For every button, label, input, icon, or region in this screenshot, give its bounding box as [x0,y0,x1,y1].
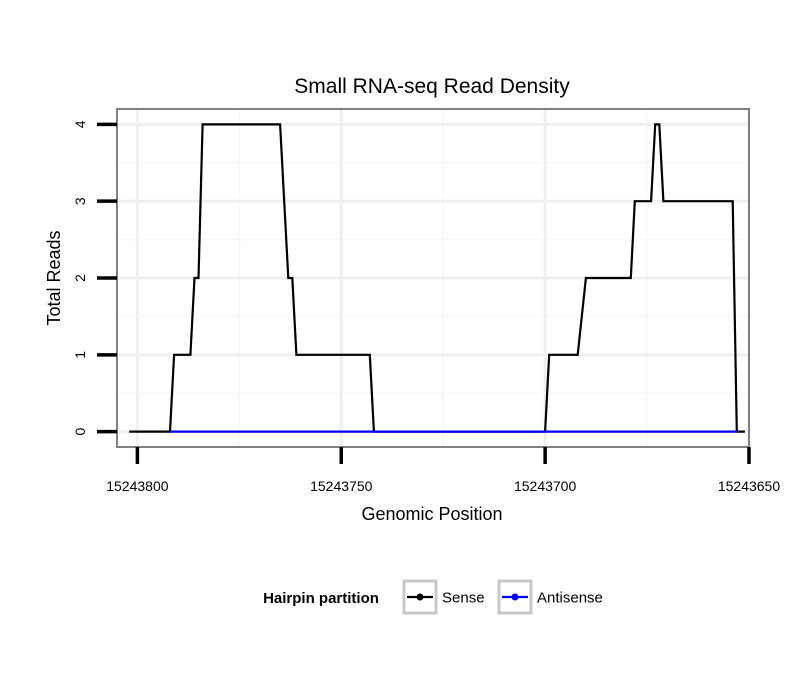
legend-label-sense: Sense [442,590,485,607]
legend-key-marker-antisense [511,593,519,601]
y-tick-label: 0 [72,428,88,436]
x-tick-label: 15243800 [106,478,169,494]
y-tick-label: 1 [72,351,88,359]
x-axis-label: Genomic Position [361,504,502,524]
x-tick-label: 15243650 [718,478,781,494]
chart-title: Small RNA-seq Read Density [294,75,570,98]
legend-key-marker-sense [416,593,424,601]
series-layer [129,123,745,433]
y-tick-label: 2 [72,274,88,282]
axes: 15243800 15243750 15243700 15243650 0 1 2 3 4 [72,120,780,494]
y-axis-label: Total Reads [44,230,64,325]
y-tick-label: 4 [72,120,88,128]
legend-title: Hairpin partition [263,590,379,607]
x-tick-label: 15243750 [310,478,373,494]
legend: Hairpin partition Sense Antisense [263,579,603,615]
legend-label-antisense: Antisense [537,590,603,607]
y-tick-label: 3 [72,197,88,205]
x-tick-label: 15243700 [514,478,577,494]
